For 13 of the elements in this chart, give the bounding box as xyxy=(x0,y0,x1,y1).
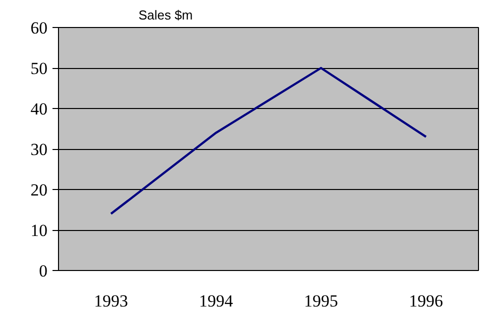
x-tick-label: 1996 xyxy=(409,292,443,310)
x-tick-label: 1993 xyxy=(94,292,128,310)
y-tick-label: 50 xyxy=(30,59,48,78)
x-tick-label: 1994 xyxy=(199,292,234,310)
y-tick-label: 10 xyxy=(30,221,48,240)
y-tick-label: 0 xyxy=(39,262,48,280)
y-tick-label: 40 xyxy=(30,100,48,118)
x-tick-label: 1995 xyxy=(304,292,338,310)
line-series xyxy=(110,66,428,215)
y-tick-label: 20 xyxy=(30,180,48,200)
y-tick-label: 30 xyxy=(30,140,48,159)
y-tick-label: 60 xyxy=(30,18,48,38)
chart-title: Sales $m xyxy=(138,8,193,22)
